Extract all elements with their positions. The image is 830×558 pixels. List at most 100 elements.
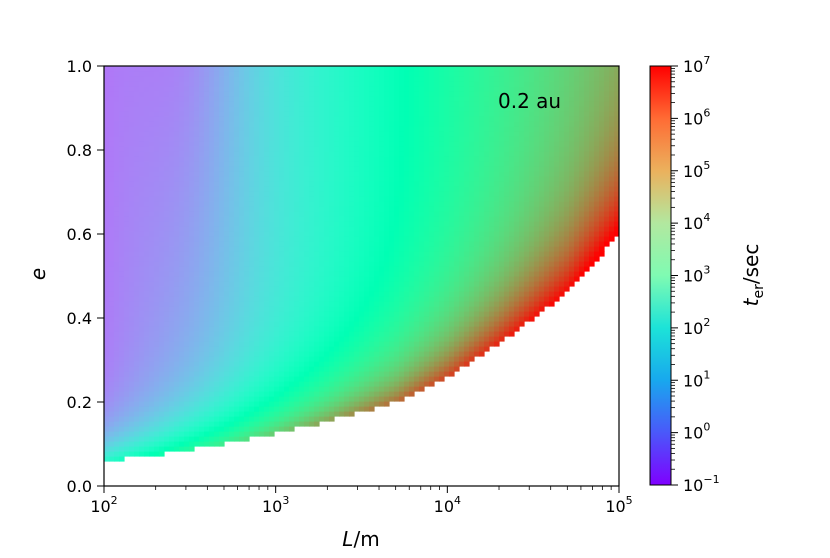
heatmap-cell — [414, 91, 420, 97]
heatmap-cell — [279, 231, 285, 237]
heatmap-cell — [114, 156, 120, 162]
heatmap-cell — [104, 371, 110, 377]
heatmap-cell — [239, 76, 245, 82]
heatmap-cell — [389, 311, 395, 317]
heatmap-cell — [294, 106, 300, 112]
heatmap-cell — [234, 416, 240, 422]
heatmap-cell — [114, 181, 120, 187]
heatmap-cell — [354, 231, 360, 237]
heatmap-cell — [164, 156, 170, 162]
heatmap-cell — [409, 336, 415, 342]
heatmap-cell — [279, 346, 285, 352]
heatmap-cell — [354, 316, 360, 322]
heatmap-cell — [214, 196, 220, 202]
heatmap-cell — [354, 306, 360, 312]
heatmap-cell — [284, 381, 290, 387]
heatmap-cell — [274, 196, 280, 202]
heatmap-cell — [294, 251, 300, 257]
heatmap-cell — [379, 386, 385, 392]
heatmap-cell — [234, 126, 240, 132]
heatmap-cell — [219, 196, 225, 202]
heatmap-cell — [169, 426, 175, 432]
heatmap-cell — [429, 366, 435, 372]
heatmap-cell — [344, 146, 350, 152]
heatmap-cell — [134, 301, 140, 307]
heatmap-cell — [234, 306, 240, 312]
heatmap-cell — [429, 276, 435, 282]
heatmap-cell — [174, 101, 180, 107]
heatmap-cell — [314, 411, 320, 417]
heatmap-cell — [434, 216, 440, 222]
heatmap-cell — [139, 356, 145, 362]
heatmap-cell — [134, 421, 140, 427]
heatmap-cell — [299, 71, 305, 77]
heatmap-cell — [399, 356, 405, 362]
heatmap-cell — [409, 126, 415, 132]
heatmap-cell — [104, 436, 110, 442]
heatmap-cell — [419, 386, 425, 392]
heatmap-cell — [339, 356, 345, 362]
heatmap-cell — [229, 386, 235, 392]
heatmap-cell — [119, 231, 125, 237]
heatmap-cell — [394, 301, 400, 307]
heatmap-cell — [209, 211, 215, 217]
heatmap-cell — [199, 266, 205, 272]
heatmap-cell — [399, 296, 405, 302]
heatmap-cell — [259, 106, 265, 112]
heatmap-cell — [364, 291, 370, 297]
heatmap-cell — [164, 411, 170, 417]
heatmap-cell — [294, 111, 300, 117]
heatmap-cell — [319, 241, 325, 247]
heatmap-cell — [159, 266, 165, 272]
heatmap-cell — [304, 111, 310, 117]
heatmap-cell — [179, 401, 185, 407]
heatmap-cell — [399, 201, 405, 207]
heatmap-cell — [324, 276, 330, 282]
heatmap-cell — [349, 371, 355, 377]
heatmap-cell — [179, 306, 185, 312]
heatmap-cell — [174, 291, 180, 297]
heatmap-cell — [184, 371, 190, 377]
heatmap-cell — [259, 336, 265, 342]
heatmap-cell — [434, 291, 440, 297]
heatmap-cell — [344, 156, 350, 162]
heatmap-cell — [359, 216, 365, 222]
heatmap-cell — [319, 106, 325, 112]
heatmap-cell — [284, 106, 290, 112]
heatmap-cell — [174, 121, 180, 127]
heatmap-cell — [199, 66, 205, 72]
heatmap-cell — [409, 161, 415, 167]
heatmap-cell — [174, 216, 180, 222]
heatmap-cell — [254, 191, 260, 197]
heatmap-cell — [364, 376, 370, 382]
heatmap-cell — [174, 316, 180, 322]
heatmap-cell — [409, 236, 415, 242]
heatmap-cell — [444, 251, 450, 257]
heatmap-cell — [244, 86, 250, 92]
heatmap-cell — [404, 161, 410, 167]
heatmap-cell — [274, 386, 280, 392]
heatmap-cell — [189, 156, 195, 162]
heatmap-cell — [124, 111, 130, 117]
heatmap-cell — [184, 346, 190, 352]
heatmap-cell — [334, 301, 340, 307]
heatmap-cell — [129, 206, 135, 212]
heatmap-cell — [144, 296, 150, 302]
heatmap-cell — [104, 246, 110, 252]
heatmap-cell — [204, 301, 210, 307]
heatmap-cell — [289, 206, 295, 212]
heatmap-cell — [349, 221, 355, 227]
heatmap-cell — [244, 296, 250, 302]
heatmap-cell — [404, 361, 410, 367]
heatmap-cell — [244, 91, 250, 97]
heatmap-cell — [184, 421, 190, 427]
heatmap-cell — [394, 341, 400, 347]
heatmap-cell — [169, 121, 175, 127]
heatmap-cell — [104, 106, 110, 112]
heatmap-cell — [224, 66, 230, 72]
heatmap-cell — [374, 396, 380, 402]
heatmap-cell — [179, 326, 185, 332]
heatmap-cell — [319, 316, 325, 322]
heatmap-cell — [279, 86, 285, 92]
heatmap-cell — [344, 121, 350, 127]
